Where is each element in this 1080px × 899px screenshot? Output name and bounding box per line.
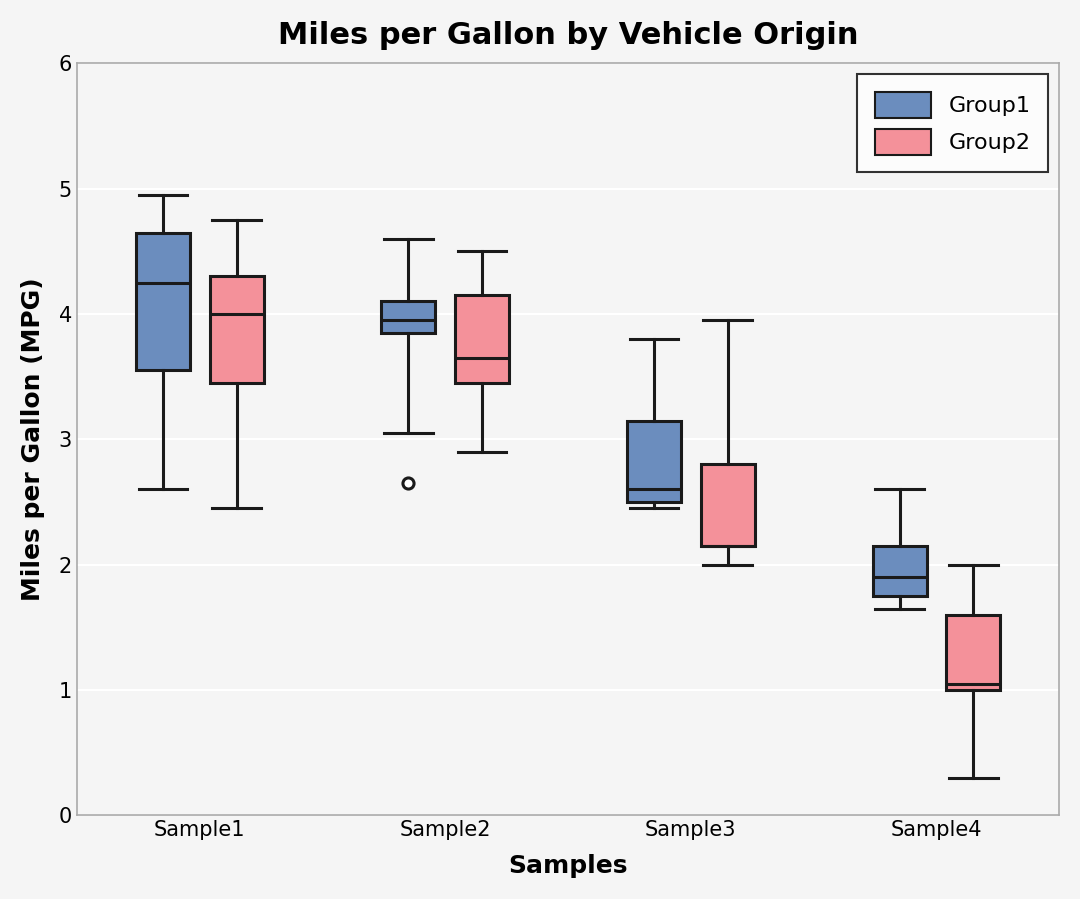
Title: Miles per Gallon by Vehicle Origin: Miles per Gallon by Vehicle Origin [278,21,859,49]
Bar [136,233,190,370]
Bar [210,276,264,383]
X-axis label: Samples: Samples [509,854,627,878]
Bar [381,301,435,333]
Bar [946,615,1000,690]
Y-axis label: Miles per Gallon (MPG): Miles per Gallon (MPG) [21,278,45,601]
Bar [873,546,927,596]
Bar [701,465,755,546]
Bar [627,421,681,502]
Legend: Group1, Group2: Group1, Group2 [858,75,1048,173]
Bar [455,295,509,383]
